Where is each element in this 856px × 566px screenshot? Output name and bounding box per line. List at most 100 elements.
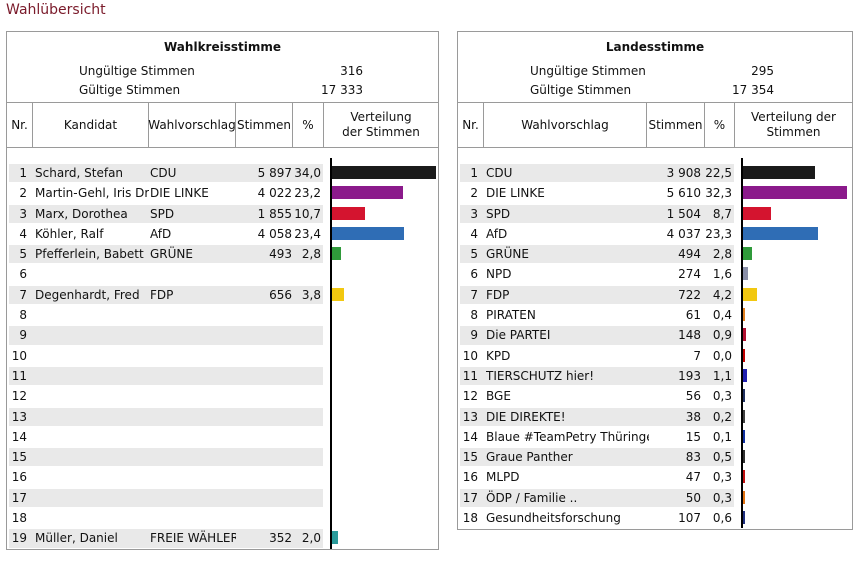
table-row[interactable]: 15 Graue Panther 83 0,5 — [458, 447, 852, 467]
table-row[interactable]: 15 — [7, 447, 438, 467]
row-percent: 0,6 — [712, 511, 732, 526]
row-stimmen: 5 897 — [257, 166, 292, 180]
table-row[interactable]: 14 Blaue #TeamPetry Thüringen 15 0,1 — [458, 427, 852, 447]
table-row[interactable]: 3 Marx, Dorothea SPD 1 855 10,7 — [7, 204, 438, 224]
table-row[interactable]: 10 — [7, 346, 438, 366]
table-row[interactable]: 18 — [7, 508, 438, 528]
row-stimmen: 47 — [685, 470, 701, 485]
table-row[interactable]: 3 SPD 1 504 8,7 — [458, 204, 852, 224]
table-row[interactable]: 7 FDP 722 4,2 — [458, 285, 852, 305]
row-wahlvorschlag: CDU — [150, 166, 177, 180]
row-number: 4 — [470, 226, 478, 241]
table-row[interactable]: 7 Degenhardt, Fred FDP 656 3,8 — [7, 285, 438, 305]
row-number: 6 — [19, 267, 27, 282]
table-row[interactable]: 9 Die PARTEI 148 0,9 — [458, 325, 852, 345]
table-row[interactable]: 10 KPD 7 0,0 — [458, 346, 852, 366]
table-row[interactable]: 2 DIE LINKE 5 610 32,3 — [458, 183, 852, 203]
bar-spd — [743, 206, 771, 220]
landes-panel: Landesstimme Ungültige Stimmen 295 Gülti… — [457, 31, 853, 530]
table-row[interactable]: 2 Martin-Gehl, Iris Dr. DIE LINKE 4 022 23,2 — [7, 183, 438, 203]
landes-axis-line — [741, 158, 743, 529]
landes-column-header: Nr. Wahlvorschlag Stimmen % Verteilung d… — [458, 102, 852, 148]
row-number: 15 — [462, 450, 478, 465]
row-kandidat: Marx, Dorothea — [35, 206, 128, 221]
table-row[interactable]: 1 Schard, Stefan CDU 5 897 34,0 — [7, 163, 438, 183]
bar-npd — [743, 267, 749, 281]
row-percent: 32,3 — [705, 186, 732, 201]
bar-afd — [332, 226, 404, 240]
row-number: 17 — [11, 490, 27, 505]
row-percent: 0,1 — [712, 429, 732, 444]
table-row[interactable]: 14 — [7, 427, 438, 447]
row-background — [460, 326, 734, 345]
table-row[interactable]: 12 BGE 56 0,3 — [458, 386, 852, 406]
bar-die-partei — [743, 328, 746, 342]
row-stimmen: 352 — [269, 531, 292, 546]
row-number: 9 — [470, 328, 478, 343]
table-row[interactable]: 9 — [7, 325, 438, 345]
landes-col-wahlvorschlag[interactable]: Wahlvorschlag — [484, 103, 647, 147]
row-wahlvorschlag: FDP — [486, 287, 510, 302]
table-row[interactable]: 19 Müller, Daniel FREIE WÄHLER 352 2,0 — [7, 528, 438, 548]
table-row[interactable]: 5 GRÜNE 494 2,8 — [458, 244, 852, 264]
row-wahlvorschlag: SPD — [486, 206, 511, 221]
table-row[interactable]: 8 PIRATEN 61 0,4 — [458, 305, 852, 325]
table-row[interactable]: 13 DIE DIREKTE! 38 0,2 — [458, 407, 852, 427]
wahlkreis-column-header: Nr. Kandidat Wahlvorschlag Stimmen % Ver… — [7, 102, 438, 148]
row-background — [9, 407, 323, 426]
col-percent[interactable]: % — [293, 103, 324, 147]
landes-col-percent[interactable]: % — [705, 103, 735, 147]
landes-col-stimmen[interactable]: Stimmen — [647, 103, 705, 147]
table-row[interactable]: 16 MLPD 47 0,3 — [458, 467, 852, 487]
table-row[interactable]: 11 — [7, 366, 438, 386]
row-number: 15 — [11, 450, 27, 465]
col-wahlvorschlag[interactable]: Wahlvorschlag — [148, 103, 236, 147]
row-percent: 22,5 — [705, 166, 732, 180]
row-number: 17 — [462, 490, 478, 505]
row-percent: 1,1 — [712, 368, 732, 383]
table-row[interactable]: 6 NPD 274 1,6 — [458, 264, 852, 284]
col-stimmen[interactable]: Stimmen — [236, 103, 293, 147]
bar-mlpd — [743, 470, 745, 484]
row-wahlvorschlag: AfD — [150, 226, 172, 241]
row-percent: 23,3 — [705, 226, 732, 241]
row-percent: 2,8 — [301, 247, 321, 262]
table-row[interactable]: 4 Köhler, Ralf AfD 4 058 23,4 — [7, 224, 438, 244]
row-background — [9, 509, 323, 527]
bar-cdu — [332, 166, 436, 179]
row-wahlvorschlag: DIE DIREKTE! — [486, 409, 566, 424]
row-background — [9, 347, 323, 365]
page-title: Wahlübersicht — [6, 2, 106, 18]
table-row[interactable]: 12 — [7, 386, 438, 406]
table-row[interactable]: 5 Pfefferlein, Babett GRÜNE 493 2,8 — [7, 244, 438, 264]
table-row[interactable]: 17 — [7, 488, 438, 508]
row-wahlvorschlag: KPD — [486, 348, 511, 363]
table-row[interactable]: 1 CDU 3 908 22,5 — [458, 163, 852, 183]
table-row[interactable]: 4 AfD 4 037 23,3 — [458, 224, 852, 244]
stat-valid: Gültige Stimmen 17 333 — [7, 81, 440, 99]
table-row[interactable]: 13 — [7, 407, 438, 427]
row-background — [460, 488, 734, 508]
table-row[interactable]: 17 ÖDP / Familie .. 50 0,3 — [458, 488, 852, 508]
row-stimmen: 61 — [685, 308, 701, 323]
table-row[interactable]: 6 — [7, 264, 438, 284]
row-number: 9 — [19, 328, 27, 343]
row-stimmen: 4 058 — [257, 226, 292, 241]
row-kandidat: Degenhardt, Fred — [35, 287, 140, 302]
row-stimmen: 5 610 — [666, 186, 701, 201]
row-stimmen: 1 855 — [257, 206, 292, 221]
row-stimmen: 494 — [678, 247, 701, 262]
row-background — [9, 448, 323, 467]
row-kandidat: Martin-Gehl, Iris Dr. — [35, 186, 149, 201]
row-wahlvorschlag: Graue Panther — [486, 450, 573, 465]
col-kandidat[interactable]: Kandidat — [33, 103, 149, 147]
table-row[interactable]: 11 TIERSCHUTZ hier! 193 1,1 — [458, 366, 852, 386]
bar-fdp — [743, 287, 757, 301]
landes-col-nr[interactable]: Nr. — [458, 103, 484, 147]
table-row[interactable]: 8 — [7, 305, 438, 325]
table-row[interactable]: 18 Gesundheitsforschung 107 0,6 — [458, 508, 852, 528]
bar-fdp — [332, 287, 344, 301]
col-nr[interactable]: Nr. — [7, 103, 33, 147]
table-row[interactable]: 16 — [7, 467, 438, 487]
row-background — [460, 407, 734, 426]
